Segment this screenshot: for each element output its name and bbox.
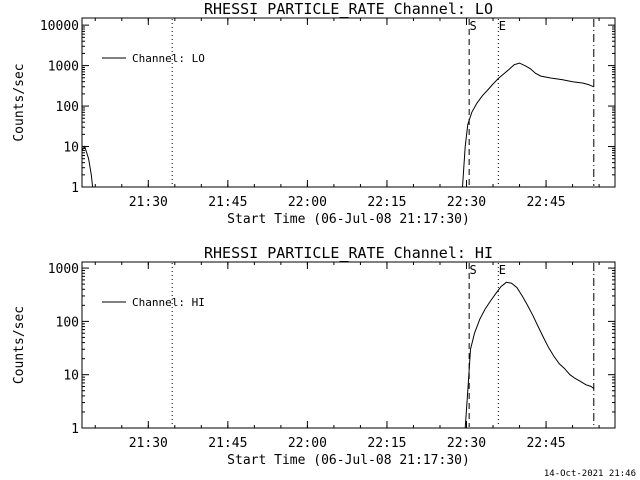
marker-label: E [499,263,506,277]
series-line [462,62,594,188]
legend-label: Channel: LO [132,52,205,65]
y-tick-label: 1 [71,181,79,196]
y-tick-label: 100 [56,315,79,330]
x-tick-label: 21:30 [129,436,168,451]
x-axis-label: Start Time (06-Jul-08 21:17:30) [227,453,470,468]
x-tick-label: 22:00 [288,195,327,210]
legend-label: Channel: HI [132,296,205,309]
series-line [81,145,94,188]
marker-label: E [499,19,506,33]
x-tick-label: 21:45 [208,436,247,451]
x-tick-label: 22:45 [526,436,565,451]
marker-label: S [470,263,477,277]
y-tick-label: 1000 [48,60,79,75]
y-axis-label: Counts/sec [12,306,27,384]
y-tick-label: 10 [63,141,79,156]
x-tick-label: 22:30 [447,195,486,210]
x-tick-label: 22:30 [447,436,486,451]
series-line [464,281,595,429]
panel-hi [81,261,616,429]
x-tick-label: 21:30 [129,195,168,210]
footer-timestamp: 14-Oct-2021 21:46 [544,469,636,479]
x-tick-label: 22:00 [288,436,327,451]
x-axis-label: Start Time (06-Jul-08 21:17:30) [227,212,470,227]
marker-label: S [470,19,477,33]
chart-title: RHESSI PARTICLE_RATE Channel: HI [204,244,493,262]
x-tick-label: 22:15 [367,195,406,210]
y-tick-label: 100 [56,100,79,115]
plot-frame [81,17,616,188]
x-tick-label: 21:45 [208,195,247,210]
y-tick-label: 10000 [40,19,79,34]
y-tick-label: 1 [71,422,79,437]
x-tick-label: 22:15 [367,436,406,451]
y-axis-label: Counts/sec [12,63,27,141]
chart-title: RHESSI PARTICLE_RATE Channel: LO [204,0,493,18]
y-tick-label: 1000 [48,262,79,277]
panel-lo [81,17,616,188]
y-tick-label: 10 [63,369,79,384]
plot-frame [81,261,616,429]
x-tick-label: 22:45 [526,195,565,210]
